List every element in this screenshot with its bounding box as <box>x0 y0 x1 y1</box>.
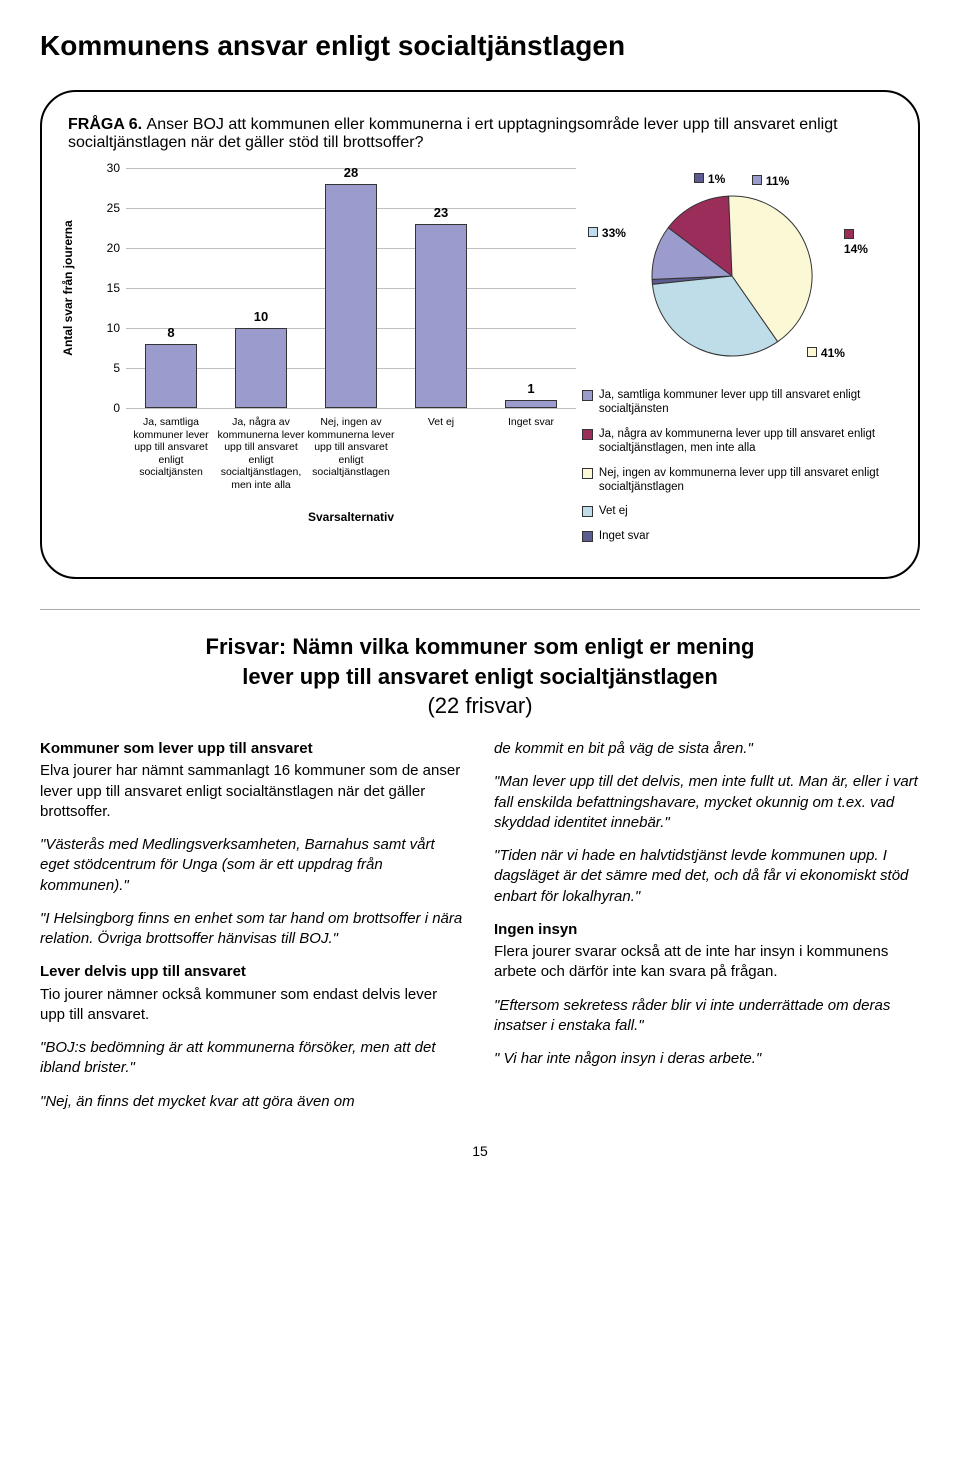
pie-label-swatch <box>844 229 854 239</box>
x-category-label: Nej, ingen av kommunerna lever upp till … <box>306 416 396 479</box>
gridline <box>126 408 576 409</box>
pie-label-swatch <box>694 173 704 183</box>
pie-label-swatch <box>752 175 762 185</box>
bar <box>505 400 557 408</box>
legend-item: Inget svar <box>582 529 892 543</box>
bar <box>235 328 287 408</box>
right-p1: Flera jourer svarar också att de inte ha… <box>494 942 920 983</box>
y-tick: 30 <box>98 161 120 175</box>
chart-panel: FRÅGA 6. Anser BOJ att kommunen eller ko… <box>40 90 920 579</box>
right-h1: Ingen insyn <box>494 920 920 940</box>
pie-label-text: 11% <box>766 174 789 188</box>
x-category-label: Vet ej <box>396 416 486 429</box>
left-h1: Kommuner som lever upp till ansvaret <box>40 739 466 759</box>
right-q1: de kommit en bit på väg de sista åren." <box>494 739 920 759</box>
frisvar-heading: Frisvar: Nämn vilka kommuner som enligt … <box>40 632 920 721</box>
pie-chart <box>642 186 822 366</box>
pie-callout: 33% <box>588 226 626 240</box>
legend-text: Inget svar <box>599 529 650 543</box>
bar-value: 8 <box>145 325 197 340</box>
legend-text: Nej, ingen av kommunerna lever upp till … <box>599 466 892 495</box>
pie-callout: 14% <box>844 228 882 256</box>
bar <box>325 184 377 408</box>
left-q1: "Västerås med Medlingsverksamheten, Barn… <box>40 835 466 896</box>
legend-swatch <box>582 429 593 440</box>
text-columns: Kommuner som lever upp till ansvaret Elv… <box>40 739 920 1125</box>
bar-chart: Antal svar från jourerna 051015202530 81… <box>68 168 572 548</box>
x-category-label: Ja, några av kommunerna lever upp till a… <box>216 416 306 492</box>
left-p2: Tio jourer nämner också kommuner som end… <box>40 985 466 1026</box>
y-tick: 5 <box>98 361 120 375</box>
question-block: FRÅGA 6. Anser BOJ att kommunen eller ko… <box>68 116 892 152</box>
bar-value: 1 <box>505 381 557 396</box>
pie-label-text: 1% <box>708 172 725 186</box>
legend-swatch <box>582 506 593 517</box>
pie-legend: Ja, samtliga kommuner lever upp till ans… <box>582 388 892 543</box>
legend-text: Ja, några av kommunerna lever upp till a… <box>599 427 892 456</box>
pie-chart-area: 11% 14% 41% 33% 1% Ja, samtliga kommuner lev… <box>582 168 892 553</box>
y-tick: 20 <box>98 241 120 255</box>
y-tick: 0 <box>98 401 120 415</box>
question-label: FRÅGA 6. <box>68 116 142 133</box>
bar <box>145 344 197 408</box>
page-title: Kommunens ansvar enligt socialtjänstlage… <box>40 30 920 62</box>
legend-item: Nej, ingen av kommunerna lever upp till … <box>582 466 892 495</box>
right-q3: "Tiden när vi hade en halvtidstjänst lev… <box>494 846 920 907</box>
legend-text: Ja, samtliga kommuner lever upp till ans… <box>599 388 892 417</box>
bar-value: 28 <box>325 165 377 180</box>
legend-item: Ja, samtliga kommuner lever upp till ans… <box>582 388 892 417</box>
y-tick: 25 <box>98 201 120 215</box>
bar <box>415 224 467 408</box>
frisvar-count: (22 frisvar) <box>427 693 532 718</box>
pie-callout: 41% <box>807 346 845 360</box>
pie-label-text: 14% <box>844 242 868 256</box>
y-axis-label: Antal svar från jourerna <box>61 220 75 355</box>
left-column: Kommuner som lever upp till ansvaret Elv… <box>40 739 466 1125</box>
frisvar-line2: lever upp till ansvaret enligt socialtjä… <box>242 664 718 689</box>
legend-item: Vet ej <box>582 504 892 518</box>
frisvar-line1: Frisvar: Nämn vilka kommuner som enligt … <box>206 634 755 659</box>
legend-text: Vet ej <box>599 504 628 518</box>
x-category-label: Inget svar <box>486 416 576 429</box>
pie-callout: 11% <box>752 174 789 188</box>
legend-item: Ja, några av kommunerna lever upp till a… <box>582 427 892 456</box>
pie-label-swatch <box>588 227 598 237</box>
x-axis-title: Svarsalternativ <box>126 510 576 524</box>
right-q4: "Eftersom sekretess råder blir vi inte u… <box>494 996 920 1037</box>
question-text: Anser BOJ att kommunen eller kommunerna … <box>68 116 838 151</box>
left-h2: Lever delvis upp till ansvaret <box>40 962 466 982</box>
pie-label-text: 41% <box>821 346 845 360</box>
pie-label-swatch <box>807 347 817 357</box>
bar-value: 23 <box>415 205 467 220</box>
left-q2: "I Helsingborg finns en enhet som tar ha… <box>40 909 466 950</box>
y-tick: 10 <box>98 321 120 335</box>
left-q3: "BOJ:s bedömning är att kommunerna försö… <box>40 1038 466 1079</box>
bar-value: 10 <box>235 309 287 324</box>
left-q4: "Nej, än finns det mycket kvar att göra … <box>40 1092 466 1112</box>
page-number: 15 <box>40 1143 920 1159</box>
legend-swatch <box>582 531 593 542</box>
pie-label-text: 33% <box>602 226 626 240</box>
right-q5: " Vi har inte någon insyn i deras arbete… <box>494 1049 920 1069</box>
x-category-label: Ja, samtliga kommuner lever upp till ans… <box>126 416 216 479</box>
separator <box>40 609 920 610</box>
right-q2: "Man lever upp till det delvis, men inte… <box>494 772 920 833</box>
right-column: de kommit en bit på väg de sista åren." … <box>494 739 920 1125</box>
pie-callout: 1% <box>694 172 725 186</box>
y-tick: 15 <box>98 281 120 295</box>
legend-swatch <box>582 468 593 479</box>
legend-swatch <box>582 390 593 401</box>
left-p1: Elva jourer har nämnt sammanlagt 16 komm… <box>40 761 466 822</box>
